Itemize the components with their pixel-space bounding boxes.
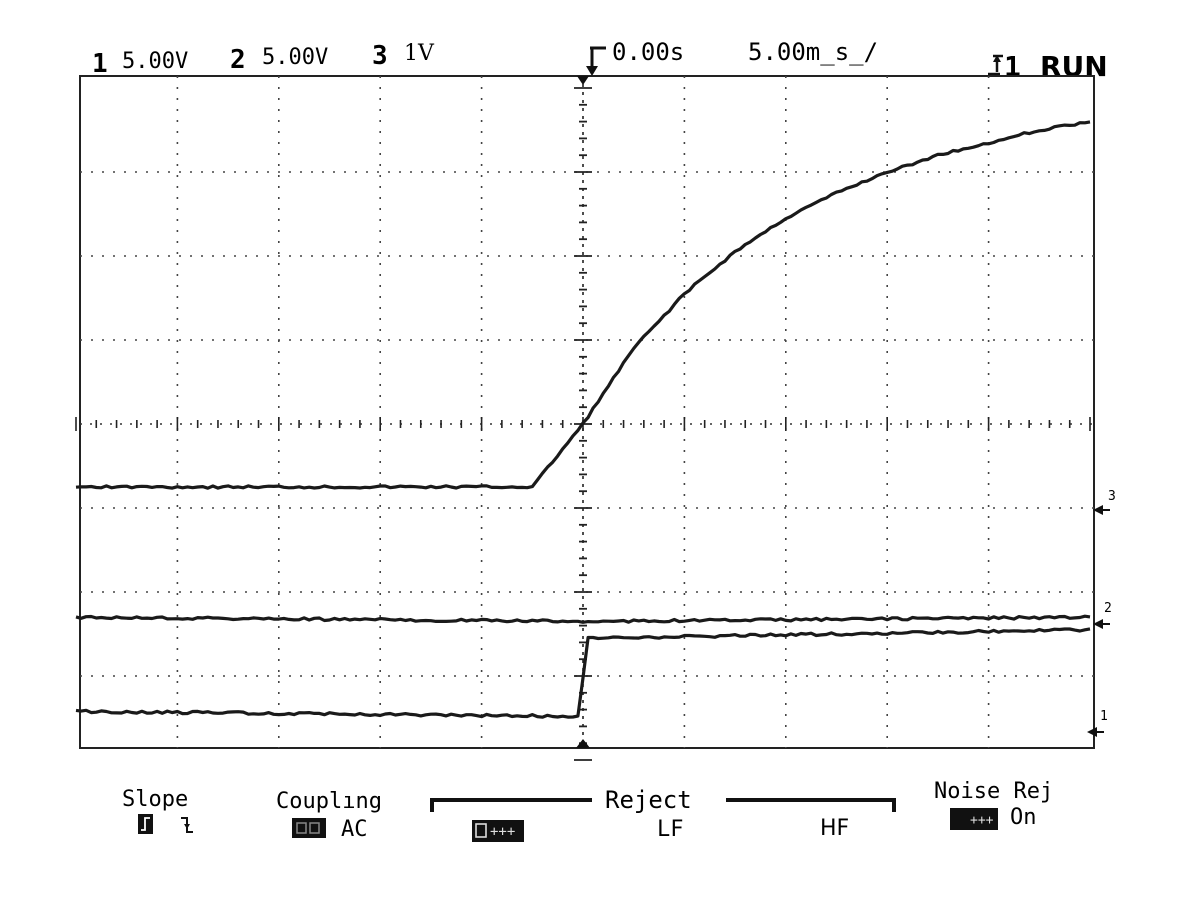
svg-text:+++: +++	[490, 824, 515, 840]
series-ch3	[75, 120, 1091, 490]
status-header: 1 5.00V 2 5.00V 3 1V 0.00s 5.00m̲s̲/ 1 R…	[92, 38, 1108, 83]
coupling-value: AC	[341, 817, 368, 842]
falling-edge-icon	[181, 817, 193, 833]
coupling-softkey[interactable]: Couplıng AC	[276, 789, 382, 842]
ch2-ground-marker: 2	[1093, 601, 1112, 629]
slope-softkey[interactable]: Slope	[122, 787, 193, 834]
ch1-ground-marker: 1	[1087, 709, 1108, 737]
noise-rej-label: Noise Rej	[934, 779, 1053, 804]
graticule	[75, 75, 1095, 761]
ch2-scale: 5.00V	[262, 45, 328, 70]
ch2-marker-label: 2	[1104, 601, 1112, 616]
coupling-label: Couplıng	[276, 789, 382, 814]
ch1-number: 1	[92, 49, 108, 79]
trigger-bottom-arrow-icon	[576, 739, 590, 748]
timebase: 5.00m̲s̲/	[748, 38, 878, 66]
trigger-source: 1	[1004, 50, 1021, 83]
dc-selector-icon	[292, 818, 326, 838]
trigger-position-icon	[586, 46, 606, 76]
trace-line-ch2	[75, 614, 1091, 624]
trigger-top-arrow-icon	[577, 76, 589, 85]
slope-label: Slope	[122, 787, 188, 812]
rising-edge-icon	[138, 814, 153, 834]
waveform-traces	[75, 120, 1091, 719]
ch1-scale: 5.00V	[122, 49, 188, 74]
noise-rej-value: On	[1010, 805, 1037, 830]
trigger-time: 0.00s	[612, 38, 684, 66]
noise-rej-selector-icon: +++	[950, 808, 998, 830]
noise-rej-softkey[interactable]: Noise Rej +++ On	[934, 779, 1053, 830]
ch2-number: 2	[230, 45, 246, 75]
trigger-edge-icon	[988, 54, 1003, 76]
ch3-ground-marker: 3	[1093, 489, 1116, 515]
trace-line-ch3	[75, 120, 1091, 490]
reject-label: Reject	[605, 786, 692, 814]
softkey-menu: Slope Couplıng AC Reject	[122, 779, 1053, 842]
reject-lf-option[interactable]: LF	[657, 817, 684, 842]
run-state: RUN	[1040, 50, 1108, 83]
series-ch1	[75, 627, 1091, 719]
ch1-marker-label: 1	[1100, 709, 1108, 724]
reject-softkey[interactable]: Reject +++ LF HF	[430, 786, 896, 842]
ch3-marker-label: 3	[1108, 489, 1116, 504]
reject-off-selector-icon: +++	[472, 820, 524, 842]
series-ch2	[75, 614, 1091, 624]
svg-text:+++: +++	[970, 813, 994, 828]
ch3-scale: 1V	[404, 41, 435, 66]
trace-line-ch1	[75, 627, 1091, 719]
reject-hf-option[interactable]: HF	[820, 816, 849, 841]
ch3-number: 3	[372, 41, 388, 71]
